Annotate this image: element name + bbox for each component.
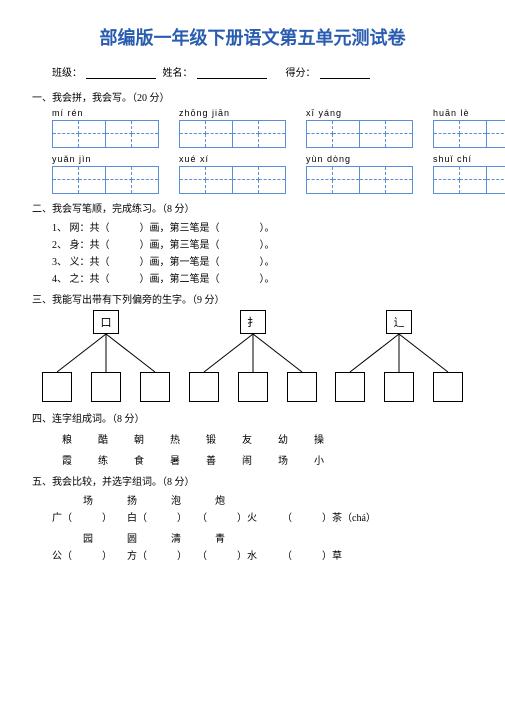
tianzige-cell[interactable] — [487, 120, 505, 148]
radical-root: 辶 — [386, 310, 412, 334]
s5-pair-top: 园 圆 清 青 — [62, 530, 473, 545]
radical-leaf[interactable] — [91, 372, 121, 402]
class-blank[interactable] — [86, 67, 156, 79]
tianzige-cell[interactable] — [233, 166, 286, 194]
pinyin-block: shuǐ chí — [433, 154, 505, 194]
char-item: 朝 — [134, 431, 144, 446]
pinyin-label: xī yáng — [306, 108, 342, 118]
radical-leaf[interactable] — [189, 372, 219, 402]
radical-tree: 扌 — [183, 310, 323, 402]
pinyin-block: huān lè — [433, 108, 505, 148]
stroke-list: 1、 网：共（ ）画，第三笔是（ ）。 2、 身：共（ ）画，第三笔是（ ）。 3、… — [52, 219, 473, 285]
pinyin-label: huān lè — [433, 108, 470, 118]
radical-root: 口 — [93, 310, 119, 334]
tianzige-cell[interactable] — [52, 120, 106, 148]
section5-head: 五、我会比较，并选字组词。（8 分） — [32, 473, 473, 488]
radical-root: 扌 — [240, 310, 266, 334]
char-item: 友 — [242, 431, 252, 446]
pinyin-block: xué xí — [179, 154, 286, 194]
char-item: 热 — [170, 431, 180, 446]
pinyin-label: zhōng jiān — [179, 108, 230, 118]
char-item: 粮 — [62, 431, 72, 446]
radical-leaf[interactable] — [433, 372, 463, 402]
char-item: 练 — [98, 452, 108, 467]
char-item: 善 — [206, 452, 216, 467]
char-item: 霞 — [62, 452, 72, 467]
tianzige-cell[interactable] — [106, 120, 159, 148]
pinyin-label: yùn dòng — [306, 154, 351, 164]
score-blank[interactable] — [320, 67, 370, 79]
radical-leaf[interactable] — [238, 372, 268, 402]
tianzige-cell[interactable] — [306, 120, 360, 148]
s5-fill-line: 公（ ） 方（ ） （ ）水 （ ）草 — [52, 547, 473, 562]
name-blank[interactable] — [197, 67, 267, 79]
pinyin-label: yuǎn jìn — [52, 154, 92, 164]
char-item: 操 — [314, 431, 324, 446]
char-item: 酷 — [98, 431, 108, 446]
pinyin-block: mí rén — [52, 108, 159, 148]
section1-head: 一、我会拼，我会写。（20 分） — [32, 89, 473, 104]
pinyin-block: yuǎn jìn — [52, 154, 159, 194]
radical-tree: 辶 — [329, 310, 469, 402]
s4-row1: 粮酷朝热锻友幼操 — [62, 431, 473, 446]
name-label: 姓名： — [163, 68, 193, 79]
radical-leaf[interactable] — [335, 372, 365, 402]
char-item: 食 — [134, 452, 144, 467]
class-label: 班级： — [52, 68, 82, 79]
tianzige-cell[interactable] — [433, 120, 487, 148]
tianzige-cell[interactable] — [487, 166, 505, 194]
char-item: 锻 — [206, 431, 216, 446]
char-item: 小 — [314, 452, 324, 467]
tianzige-cell[interactable] — [179, 120, 233, 148]
radical-leaf[interactable] — [140, 372, 170, 402]
radical-leaf[interactable] — [42, 372, 72, 402]
pinyin-label: shuǐ chí — [433, 154, 472, 164]
page-title: 部编版一年级下册语文第五单元测试卷 — [32, 24, 473, 50]
pinyin-label: xué xí — [179, 154, 209, 164]
s4-row2: 霞练食暑善闹场小 — [62, 452, 473, 467]
section3-head: 三、我能写出带有下列偏旁的生字。（9 分） — [32, 291, 473, 306]
radical-leaf[interactable] — [287, 372, 317, 402]
pinyin-block: yùn dòng — [306, 154, 413, 194]
stroke-item: 4、 之：共（ ）画，第二笔是（ ）。 — [52, 270, 473, 285]
pinyin-row-2: yuǎn jìnxué xíyùn dòngshuǐ chíhuà xiàng — [52, 154, 473, 194]
stroke-item: 2、 身：共（ ）画，第三笔是（ ）。 — [52, 236, 473, 251]
tianzige-cell[interactable] — [360, 166, 413, 194]
tianzige-cell[interactable] — [360, 120, 413, 148]
char-item: 闹 — [242, 452, 252, 467]
pinyin-block: zhōng jiān — [179, 108, 286, 148]
pinyin-block: xī yáng — [306, 108, 413, 148]
s5-pair-top: 场 扬 泡 炮 — [62, 492, 473, 507]
pinyin-row-1: mí rénzhōng jiānxī yánghuān lèshēn tǐ — [52, 108, 473, 148]
tianzige-cell[interactable] — [233, 120, 286, 148]
char-item: 暑 — [170, 452, 180, 467]
tianzige-cell[interactable] — [106, 166, 159, 194]
tianzige-cell[interactable] — [306, 166, 360, 194]
tianzige-cell[interactable] — [52, 166, 106, 194]
tianzige-cell[interactable] — [433, 166, 487, 194]
char-item: 幼 — [278, 431, 288, 446]
char-item: 场 — [278, 452, 288, 467]
tianzige-cell[interactable] — [179, 166, 233, 194]
radical-leaf[interactable] — [384, 372, 414, 402]
radical-trees: 口扌辶 — [36, 310, 469, 402]
section4-head: 四、连字组成词。（8 分） — [32, 410, 473, 425]
section2-head: 二、我会写笔顺，完成练习。（8 分） — [32, 200, 473, 215]
score-label: 得分： — [286, 68, 316, 79]
pinyin-label: mí rén — [52, 108, 84, 118]
stroke-item: 3、 义：共（ ）画，第一笔是（ ）。 — [52, 253, 473, 268]
radical-tree: 口 — [36, 310, 176, 402]
info-row: 班级： 姓名： 得分： — [32, 64, 473, 79]
s5-fill-line: 广（ ） 白（ ） （ ）火 （ ）茶（chá） — [52, 509, 473, 524]
stroke-item: 1、 网：共（ ）画，第三笔是（ ）。 — [52, 219, 473, 234]
